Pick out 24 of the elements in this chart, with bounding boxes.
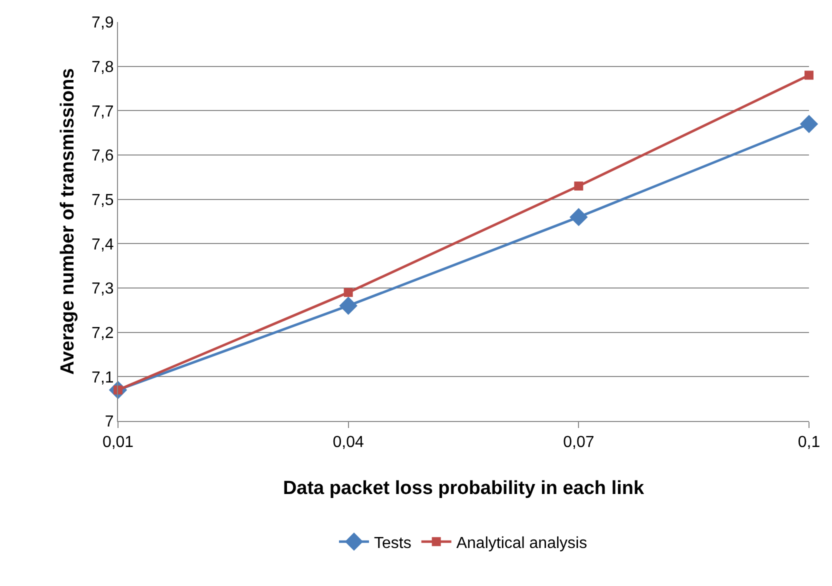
x-tick-label: 0,01 bbox=[102, 434, 134, 452]
y-tick-label: 7,4 bbox=[92, 236, 114, 254]
x-tick-label: 0,04 bbox=[332, 434, 364, 452]
x-tick-label: 0,07 bbox=[563, 434, 594, 452]
point bbox=[339, 296, 358, 315]
y-tick-label: 7,5 bbox=[92, 192, 114, 209]
point bbox=[570, 208, 588, 226]
y-tick-label: 7,9 bbox=[92, 14, 114, 32]
y-tick-label: 7,3 bbox=[92, 280, 114, 298]
y-tick-label: 7,7 bbox=[92, 103, 114, 120]
x-axis-title: Data packet loss probability in each link bbox=[282, 478, 644, 499]
x-tick-label: 0,1 bbox=[798, 434, 820, 452]
y-tick-label: 7,6 bbox=[92, 148, 114, 165]
y-tick-label: 7,1 bbox=[92, 369, 114, 386]
y-tick-label: 7,8 bbox=[92, 58, 114, 76]
point bbox=[800, 114, 818, 134]
y-tick-label: 7,2 bbox=[92, 324, 114, 342]
y-tick-label: 7 bbox=[104, 414, 114, 431]
legend-label: Analytical analysis bbox=[456, 534, 588, 552]
point bbox=[574, 182, 584, 191]
legend-label: Tests bbox=[374, 534, 412, 552]
point bbox=[804, 70, 814, 80]
point bbox=[344, 288, 353, 297]
y-axis-title: Average number of transmissions bbox=[57, 68, 78, 375]
